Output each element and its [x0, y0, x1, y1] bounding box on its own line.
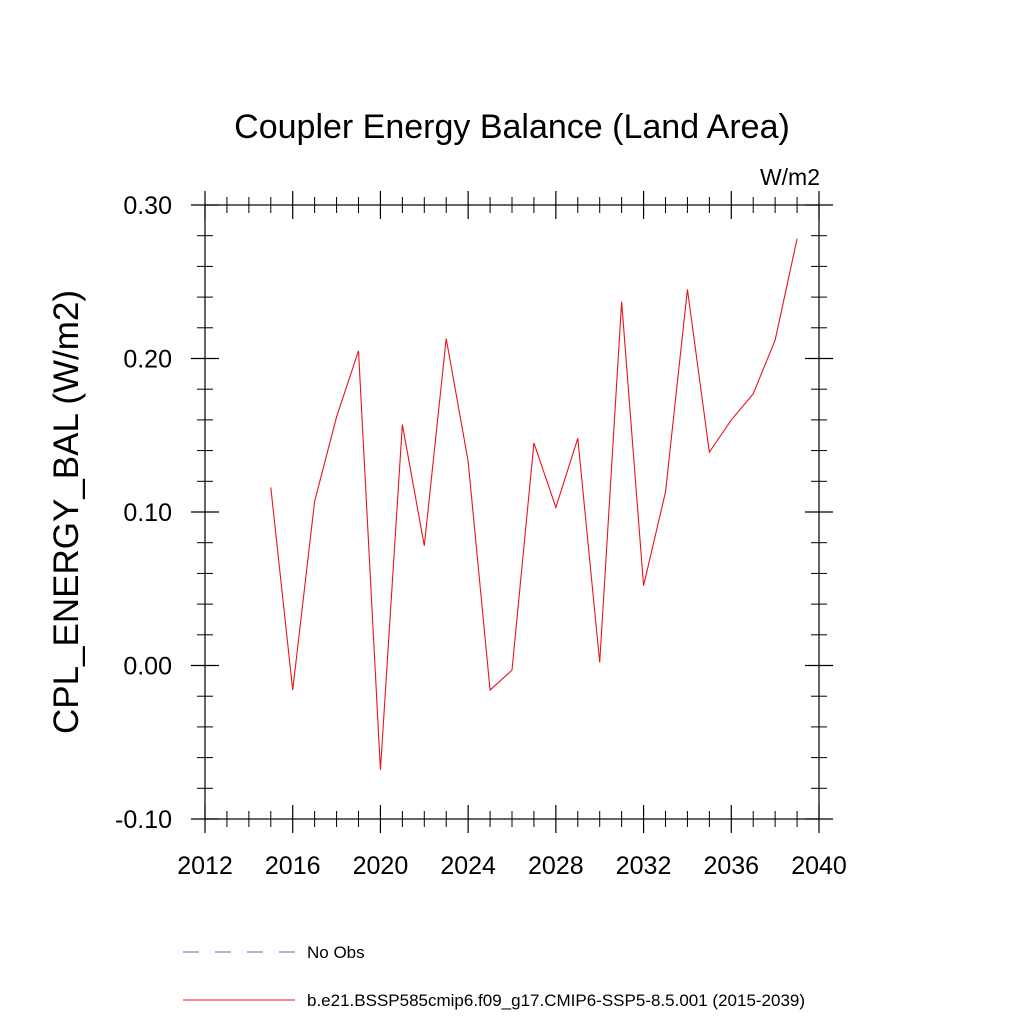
series-layer: [270, 238, 798, 770]
x-tick-label: 2036: [703, 852, 759, 880]
x-axis: 2012 2016 2020 2024 2028 2032 2036 2040: [177, 191, 847, 880]
y-tick-label: 0.10: [123, 499, 172, 527]
legend: No Obs b.e21.BSSP585cmip6.f09_g17.CMIP6-S…: [183, 943, 805, 1010]
series-line: [270, 238, 798, 770]
x-tick-label: 2016: [265, 852, 321, 880]
chart-title: Coupler Energy Balance (Land Area): [234, 108, 790, 146]
legend-label: b.e21.BSSP585cmip6.f09_g17.CMIP6-SSP5-8.…: [307, 991, 805, 1010]
x-tick-label: 2020: [353, 852, 409, 880]
x-tick-label: 2028: [528, 852, 584, 880]
x-tick-label: 2024: [440, 852, 496, 880]
plot-frame: [204, 204, 820, 820]
y-axis-label: CPL_ENERGY_BAL (W/m2): [47, 290, 86, 734]
x-tick-label: 2012: [177, 852, 233, 880]
y-tick-label: 0.30: [123, 192, 172, 220]
y-tick-label: -0.10: [115, 806, 172, 834]
y-axis: -0.10 0.00 0.10 0.20 0.30: [115, 192, 833, 834]
x-tick-label: 2032: [616, 852, 672, 880]
y-tick-label: 0.00: [123, 653, 172, 681]
x-tick-label: 2040: [791, 852, 847, 880]
legend-label: No Obs: [307, 943, 365, 962]
chart-units-label: W/m2: [760, 164, 820, 190]
y-tick-label: 0.20: [123, 346, 172, 374]
